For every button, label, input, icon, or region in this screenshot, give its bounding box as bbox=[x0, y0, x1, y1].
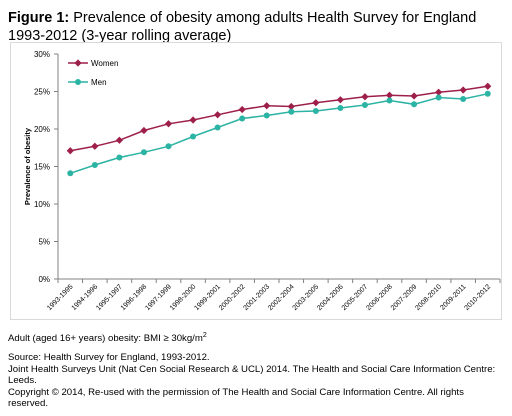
obesity-definition-text: Adult (aged 16+ years) obesity: BMI ≥ 30… bbox=[8, 333, 203, 345]
y-axis-label: Prevalence of obesity bbox=[23, 127, 32, 205]
data-point-women bbox=[336, 96, 344, 104]
y-tick-label: 15% bbox=[34, 163, 50, 172]
copyright-line: Copyright © 2014, Re-used with the permi… bbox=[8, 386, 464, 410]
data-point-women bbox=[66, 147, 74, 155]
legend-label-women: Women bbox=[91, 59, 118, 68]
figure-title: Figure 1: Prevalence of obesity among ad… bbox=[8, 9, 488, 45]
data-point-women bbox=[312, 99, 320, 107]
data-point-men bbox=[361, 102, 368, 108]
data-point-men bbox=[288, 108, 295, 115]
source-notes: Source: Health Survey for England, 1993-… bbox=[8, 352, 506, 410]
data-point-women bbox=[140, 126, 148, 135]
data-point-women bbox=[361, 93, 369, 101]
data-point-men bbox=[386, 97, 393, 104]
series-line-women bbox=[70, 85, 488, 152]
legend-marker-men bbox=[75, 79, 81, 85]
data-point-men bbox=[116, 154, 123, 161]
data-point-men bbox=[312, 108, 319, 114]
data-point-women bbox=[410, 92, 418, 100]
data-point-men bbox=[67, 170, 74, 177]
y-tick-label: 25% bbox=[34, 88, 50, 97]
data-point-women bbox=[263, 102, 271, 110]
data-point-women bbox=[287, 102, 295, 111]
data-point-men bbox=[484, 90, 491, 97]
series-line-men bbox=[70, 93, 488, 175]
y-tick-label: 0% bbox=[38, 275, 50, 284]
figure-label: Figure 1: bbox=[8, 10, 70, 26]
y-tick-label: 30% bbox=[34, 50, 50, 59]
data-point-women bbox=[238, 105, 246, 114]
data-point-men bbox=[435, 94, 442, 101]
source-line: Source: Health Survey for England, 1993-… bbox=[8, 352, 210, 363]
x-tick-label: 2010-2012 bbox=[464, 283, 493, 312]
data-point-women bbox=[385, 91, 394, 99]
legend-label-men: Men bbox=[91, 78, 107, 87]
data-point-men bbox=[239, 115, 246, 122]
data-point-men bbox=[337, 105, 344, 111]
data-point-women bbox=[91, 142, 99, 150]
data-point-men bbox=[263, 112, 270, 119]
x-tick-label: 2008-2010 bbox=[414, 283, 443, 312]
obesity-line-chart: 0% 5% 10% 15% 20% 25% 30% Prevalence of obesity… bbox=[23, 50, 501, 312]
figure-title-text: Prevalence of obesity among adults Healt… bbox=[8, 10, 477, 44]
data-point-men bbox=[140, 149, 147, 156]
obesity-definition-note: Adult (aged 16+ years) obesity: BMI ≥ 30… bbox=[8, 330, 506, 345]
y-tick-label: 5% bbox=[38, 238, 50, 247]
data-point-women bbox=[214, 111, 222, 119]
data-point-men bbox=[165, 143, 172, 150]
chart-frame bbox=[10, 42, 502, 320]
joint-unit-line: Joint Health Surveys Unit (Nat Cen Socia… bbox=[8, 363, 496, 387]
data-point-men bbox=[411, 101, 418, 108]
data-point-women bbox=[484, 82, 492, 90]
data-point-men bbox=[214, 124, 221, 131]
data-point-women bbox=[435, 88, 443, 96]
data-point-women bbox=[189, 116, 197, 124]
data-point-men bbox=[190, 133, 197, 140]
obesity-definition-superscript: 2 bbox=[202, 332, 207, 339]
data-point-women bbox=[459, 86, 467, 94]
data-point-women bbox=[164, 120, 173, 128]
data-point-women bbox=[115, 136, 123, 144]
legend-marker-women bbox=[74, 59, 82, 67]
data-point-men bbox=[460, 96, 467, 102]
y-tick-label: 20% bbox=[34, 125, 50, 134]
y-tick-label: 10% bbox=[34, 200, 50, 209]
data-point-men bbox=[91, 162, 98, 168]
